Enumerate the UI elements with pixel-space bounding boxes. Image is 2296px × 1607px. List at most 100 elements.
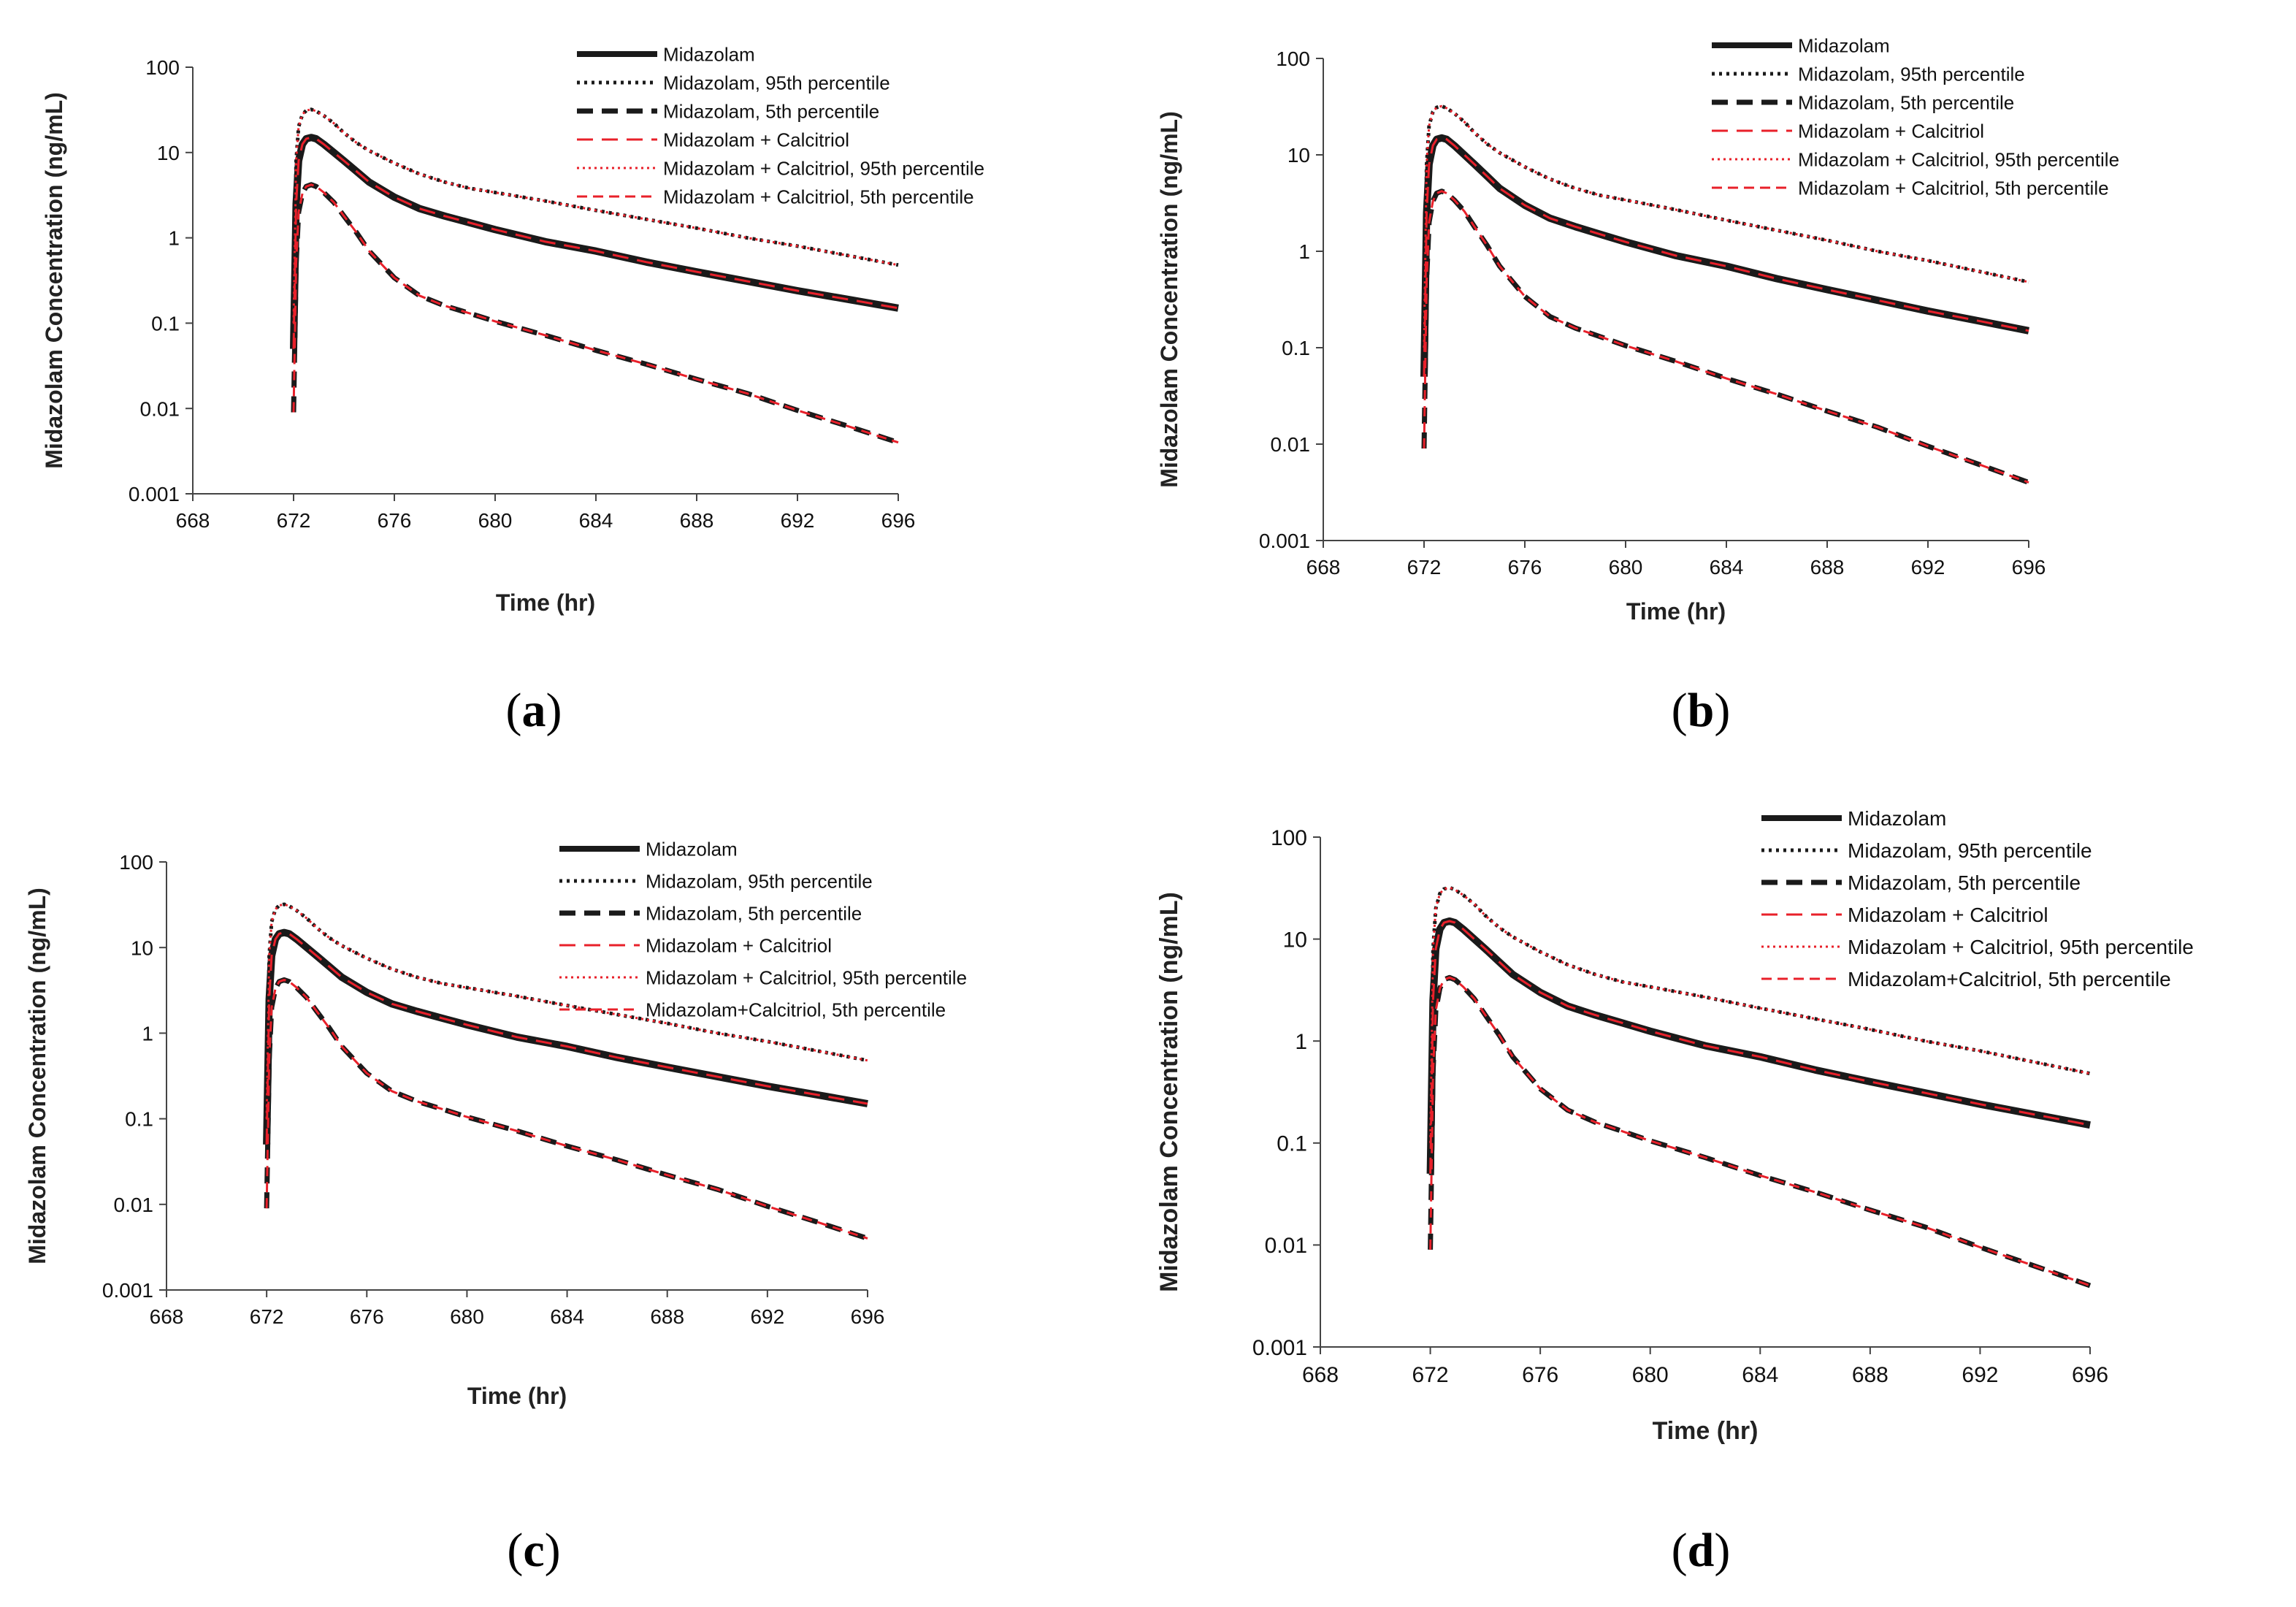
panel-b-series-calcitriol-p95 xyxy=(1423,104,2029,348)
panel-a-x-tick-label: 692 xyxy=(781,509,815,532)
panel-b-x-axis-label: Time (hr) xyxy=(1626,598,1726,625)
panel-d-series-calcitriol xyxy=(1429,920,2091,1174)
panel-c-x-tick-label: 680 xyxy=(450,1305,484,1328)
panel-a-x-tick-label: 684 xyxy=(579,509,613,532)
panel-c-legend-label-midazolam: Midazolam xyxy=(646,838,738,860)
panel-c-legend-label-midazolam-p5: Midazolam, 5th percentile xyxy=(646,902,862,924)
panel-d-y-tick-label: 0.01 xyxy=(1265,1234,1307,1258)
panel-c-x-axis-label: Time (hr) xyxy=(467,1383,567,1409)
panel-b-x-tick-label: 676 xyxy=(1508,556,1542,579)
panel-d-x-tick-label: 668 xyxy=(1302,1363,1339,1387)
panel-b-legend-label-calcitriol: Midazolam + Calcitriol xyxy=(1798,120,1984,142)
panel-a-series-calcitriol xyxy=(292,136,899,349)
panel-d-x-tick-label: 680 xyxy=(1632,1363,1669,1387)
panel-c-x-tick-label: 696 xyxy=(851,1305,885,1328)
chart-svg-a: 0.001 0.01 0.1 1 10 100 668 672 676 680 684 688 692 6… xyxy=(41,43,984,616)
panel-d-legend-label-midazolam-p5: Midazolam, 5th percentile xyxy=(1848,871,2081,894)
panel-d-series-calcitriol-p95 xyxy=(1429,886,2091,1143)
panel-a-x-tick-label: 688 xyxy=(680,509,714,532)
panel-d-legend-label-calcitriol-p5: Midazolam+Calcitriol, 5th percentile xyxy=(1848,968,2171,990)
panel-d-series-midazolam-p5 xyxy=(1428,974,2092,1289)
panel-c-y-tick-label: 0.1 xyxy=(125,1108,153,1131)
panel-d-x-tick-label: 688 xyxy=(1852,1363,1889,1387)
panel-a-x-tick-label: 668 xyxy=(176,509,210,532)
panel-c-x-tick-label: 692 xyxy=(750,1305,784,1328)
panel-d-series-midazolam xyxy=(1426,917,2091,1174)
chart-svg-b: 0.001 0.01 0.1 1 10 100 668 672 676 680 684 688 692 6… xyxy=(1156,34,2119,625)
panel-a-y-tick-label: 100 xyxy=(145,56,180,79)
panel-b-y-tick-label: 0.01 xyxy=(1271,433,1311,456)
panel-c-series-midazolam-p95 xyxy=(264,902,868,1119)
panel-a-legend-label-calcitriol-p95: Midazolam + Calcitriol, 95th percentile xyxy=(663,157,984,179)
panel-d-x-tick-label: 692 xyxy=(1962,1363,1998,1387)
panel-b-x-tick-label: 696 xyxy=(2012,556,2046,579)
panel-d-x-tick-label: 672 xyxy=(1412,1363,1449,1387)
panel-a-y-tick-label: 1 xyxy=(168,227,180,250)
panel-d-series-calcitriol-p5 xyxy=(1429,976,2091,1287)
panel-a-x-axis-label: Time (hr) xyxy=(496,589,595,616)
panel-b-legend-label-calcitriol-p5: Midazolam + Calcitriol, 5th percentile xyxy=(1798,177,2109,199)
panel-c-legend-label-calcitriol-p5: Midazolam+Calcitriol, 5th percentile xyxy=(646,999,946,1020)
panel-d-x-tick-label: 676 xyxy=(1522,1363,1558,1387)
panel-d-x-axis-label: Time (hr) xyxy=(1653,1417,1759,1445)
panel-c-y-tick-label: 10 xyxy=(131,936,153,959)
panel-c-legend-label-calcitriol: Midazolam + Calcitriol xyxy=(646,934,832,956)
panel-b-x-tick-label: 668 xyxy=(1306,556,1341,579)
panel-c-y-tick-label: 0.01 xyxy=(114,1194,154,1216)
panel-b-x-tick-label: 688 xyxy=(1810,556,1845,579)
panel-d-legend-label-midazolam: Midazolam xyxy=(1848,807,1946,830)
panel-b-y-tick-label: 0.001 xyxy=(1259,530,1310,552)
chart-panel-b: 0.001 0.01 0.1 1 10 100 668 672 676 680 684 688 692 6… xyxy=(0,0,2296,730)
panel-a-series-calcitriol-p5 xyxy=(292,183,899,444)
panel-c-y-tick-label: 100 xyxy=(119,851,153,874)
chart-svg-c: 0.001 0.01 0.1 1 10 100 668 672 676 680 684 688 692 6… xyxy=(24,838,967,1409)
panel-c-legend-label-midazolam-p95: Midazolam, 95th percentile xyxy=(646,870,873,892)
panel-b-x-tick-label: 684 xyxy=(1710,556,1744,579)
panel-a-x-tick-label: 696 xyxy=(881,509,916,532)
panel-c-legend-label-calcitriol-p95: Midazolam + Calcitriol, 95th percentile xyxy=(646,966,967,988)
panel-caption-a: (a) xyxy=(505,684,562,737)
panel-a-y-tick-label: 0.1 xyxy=(151,312,180,335)
panel-b-legend-label-midazolam-p95: Midazolam, 95th percentile xyxy=(1798,63,2025,85)
panel-a-legend-label-midazolam-p5: Midazolam, 5th percentile xyxy=(663,100,879,122)
panel-caption-b: (b) xyxy=(1671,684,1731,737)
panel-b-series-calcitriol xyxy=(1423,137,2029,377)
panel-c-x-tick-label: 668 xyxy=(150,1305,184,1328)
panel-a-y-tick-label: 10 xyxy=(157,142,180,164)
panel-b-y-tick-label: 0.1 xyxy=(1282,337,1310,359)
panel-a-legend-label-midazolam-p95: Midazolam, 95th percentile xyxy=(663,72,890,93)
panel-d-y-tick-label: 10 xyxy=(1283,928,1307,952)
panel-a-y-tick-label: 0.001 xyxy=(129,483,180,505)
panel-b-x-tick-label: 672 xyxy=(1407,556,1442,579)
panel-d-y-tick-label: 100 xyxy=(1271,826,1307,850)
panel-d-legend-label-calcitriol-p95: Midazolam + Calcitriol, 95th percentile xyxy=(1848,936,2194,958)
panel-d-x-tick-label: 696 xyxy=(2072,1363,2108,1387)
panel-b-legend-label-midazolam-p5: Midazolam, 5th percentile xyxy=(1798,91,2014,113)
panel-c-series-calcitriol xyxy=(265,931,868,1145)
panel-b-y-axis-label: Midazolam Concentration (ng/mL) xyxy=(1156,111,1182,488)
panel-a-x-tick-label: 672 xyxy=(277,509,311,532)
panel-c-x-tick-label: 688 xyxy=(650,1305,684,1328)
panel-a-series-midazolam-p95 xyxy=(291,107,899,324)
panel-c-y-tick-label: 0.001 xyxy=(102,1279,153,1302)
panel-d-series-midazolam-p95 xyxy=(1428,885,2091,1143)
panel-c-x-tick-label: 672 xyxy=(250,1305,284,1328)
panel-d-y-tick-label: 1 xyxy=(1295,1030,1307,1054)
panel-d-y-tick-label: 0.1 xyxy=(1277,1132,1307,1156)
panel-d-legend-label-midazolam-p95: Midazolam, 95th percentile xyxy=(1848,839,2092,862)
panel-d-legend-label-calcitriol: Midazolam + Calcitriol xyxy=(1848,904,2048,926)
panel-a-y-tick-label: 0.01 xyxy=(140,397,180,420)
panel-b-x-tick-label: 692 xyxy=(1911,556,1945,579)
panel-c-x-tick-label: 684 xyxy=(550,1305,584,1328)
panel-caption-c: (c) xyxy=(507,1524,561,1577)
panel-c-y-axis-label: Midazolam Concentration (ng/mL) xyxy=(24,888,50,1264)
panel-a-legend-label-calcitriol-p5: Midazolam + Calcitriol, 5th percentile xyxy=(663,186,974,207)
panel-a-legend-label-calcitriol: Midazolam + Calcitriol xyxy=(663,129,849,150)
panel-a-legend-label-midazolam: Midazolam xyxy=(663,43,755,65)
panel-d-x-tick-label: 684 xyxy=(1742,1363,1778,1387)
panel-a-x-tick-label: 680 xyxy=(478,509,513,532)
panel-c-series-calcitriol-p5 xyxy=(265,978,868,1240)
panel-d-y-axis-label: Midazolam Concentration (ng/mL) xyxy=(1155,892,1183,1292)
